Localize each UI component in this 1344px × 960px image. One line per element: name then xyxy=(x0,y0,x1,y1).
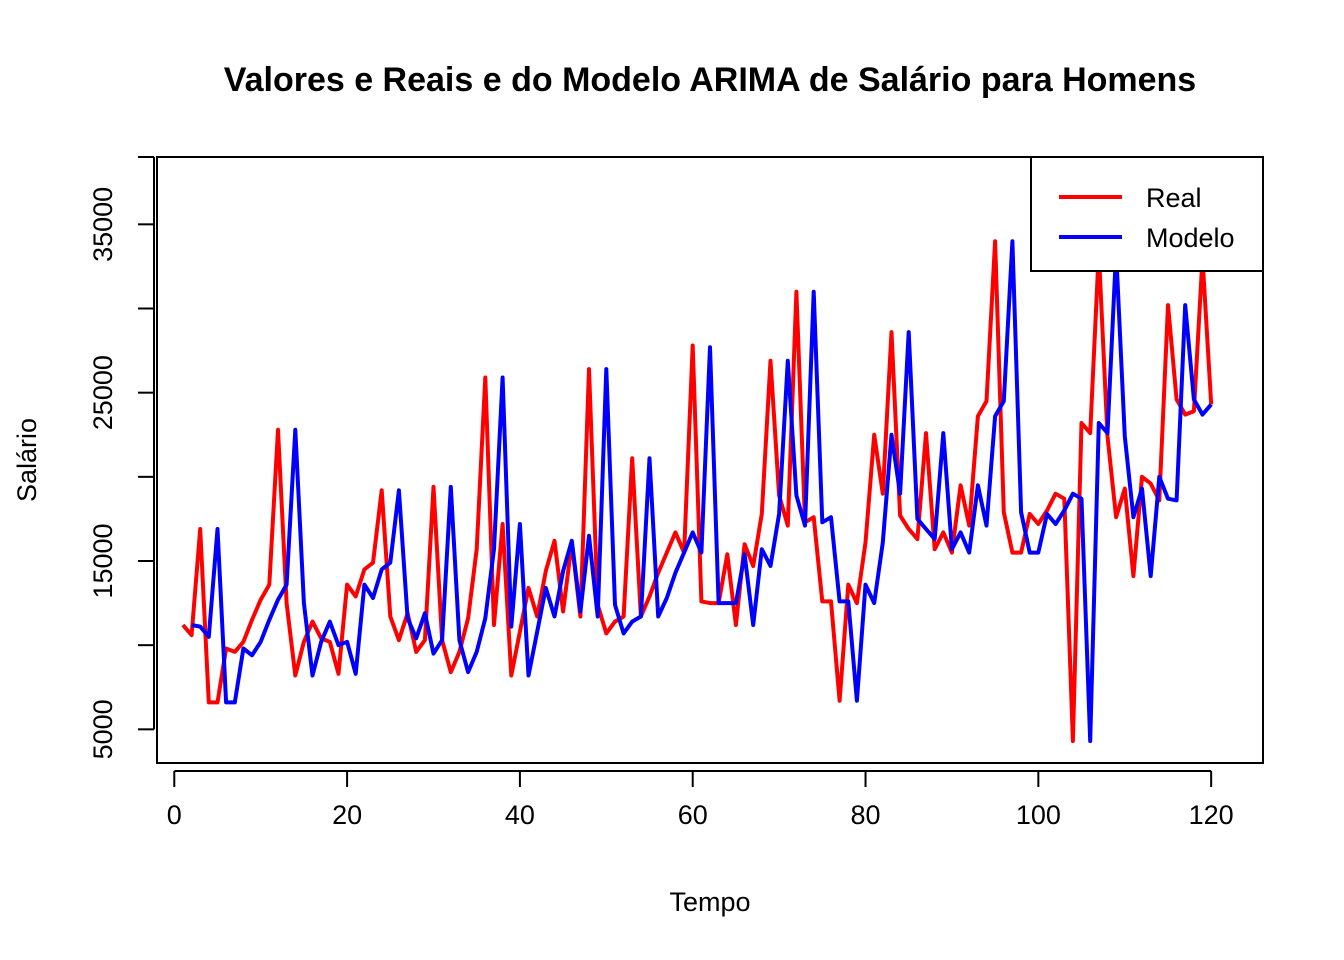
x-tick-label: 100 xyxy=(1016,800,1061,830)
series-line-real xyxy=(181,239,1214,744)
plot-area xyxy=(156,156,1264,764)
x-tick-label: 60 xyxy=(678,800,708,830)
legend-label-real: Real xyxy=(1146,183,1202,213)
x-tick-label: 80 xyxy=(851,800,881,830)
legend-box xyxy=(1030,156,1264,272)
x-tick-label: 40 xyxy=(505,800,535,830)
x-axis: 0 20 40 60 80 100 120 xyxy=(167,770,1234,830)
y-tick-label: 5000 xyxy=(88,699,118,759)
chart-title: Valores e Reais e do Modelo ARIMA de Sal… xyxy=(224,61,1196,99)
series-layer xyxy=(181,239,1214,744)
series-line-modelo xyxy=(191,239,1213,744)
y-axis-label: Salário xyxy=(12,418,42,502)
legend: Real Modelo xyxy=(1030,156,1264,272)
y-tick-label: 35000 xyxy=(88,187,118,262)
x-axis-label: Tempo xyxy=(669,887,750,917)
x-tick-label: 120 xyxy=(1189,800,1234,830)
x-tick-label: 20 xyxy=(332,800,362,830)
y-tick-label: 15000 xyxy=(88,523,118,598)
legend-label-modelo: Modelo xyxy=(1146,223,1235,253)
x-tick-label: 0 xyxy=(167,800,182,830)
y-tick-label: 25000 xyxy=(88,355,118,430)
y-axis: 5000 15000 25000 35000 xyxy=(88,156,155,759)
